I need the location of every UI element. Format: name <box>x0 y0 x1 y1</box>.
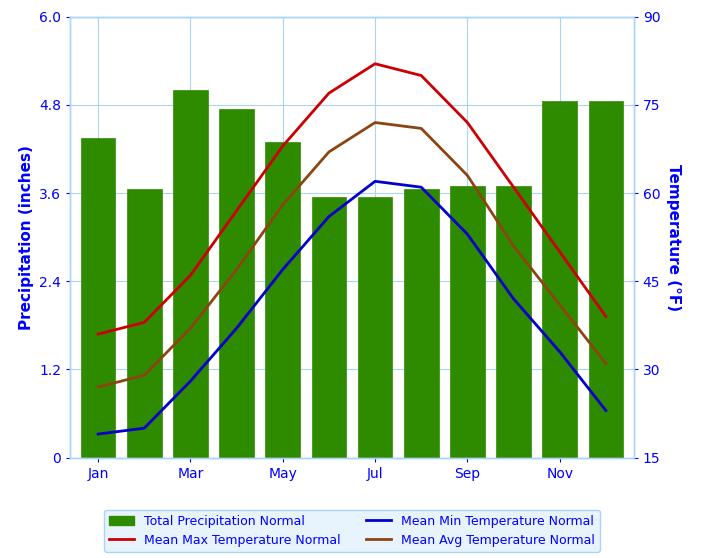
Bar <box>450 186 485 458</box>
Bar <box>404 189 439 458</box>
Bar <box>358 197 392 458</box>
Bar <box>496 186 531 458</box>
Y-axis label: Temperature (°F): Temperature (°F) <box>666 163 681 311</box>
Bar <box>312 197 346 458</box>
Bar <box>127 189 162 458</box>
Bar <box>265 142 300 458</box>
Y-axis label: Precipitation (inches): Precipitation (inches) <box>19 145 34 330</box>
Bar <box>81 138 115 458</box>
Bar <box>219 109 254 458</box>
Bar <box>589 101 623 458</box>
Legend: Total Precipitation Normal, Mean Max Temperature Normal, Mean Min Temperature No: Total Precipitation Normal, Mean Max Tem… <box>104 509 600 552</box>
Bar <box>173 90 208 458</box>
Bar <box>542 101 577 458</box>
